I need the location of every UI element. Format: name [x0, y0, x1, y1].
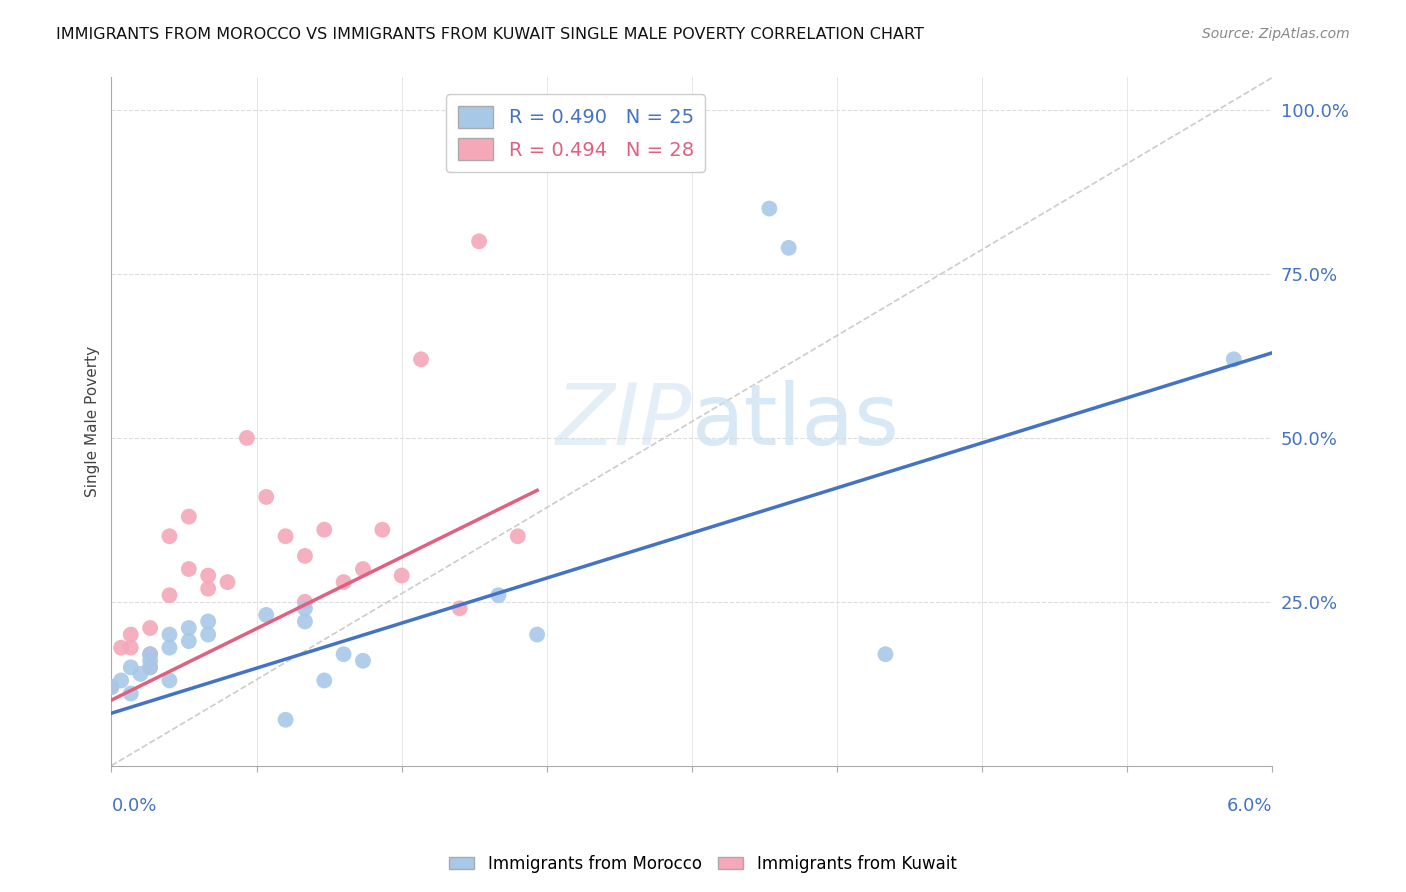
- Text: Source: ZipAtlas.com: Source: ZipAtlas.com: [1202, 27, 1350, 41]
- Text: 6.0%: 6.0%: [1227, 797, 1272, 814]
- Point: [506, 529, 529, 543]
- Point: [875, 647, 897, 661]
- Point: [177, 634, 200, 648]
- Point: [159, 640, 181, 655]
- Point: [159, 529, 181, 543]
- Point: [526, 627, 548, 641]
- Point: [120, 660, 142, 674]
- Point: [197, 627, 219, 641]
- Point: [110, 640, 132, 655]
- Legend: Immigrants from Morocco, Immigrants from Kuwait: Immigrants from Morocco, Immigrants from…: [443, 848, 963, 880]
- Point: [197, 568, 219, 582]
- Point: [409, 352, 432, 367]
- Point: [177, 509, 200, 524]
- Point: [139, 660, 162, 674]
- Point: [100, 680, 122, 694]
- Point: [120, 627, 142, 641]
- Point: [1223, 352, 1246, 367]
- Point: [294, 615, 316, 629]
- Point: [139, 647, 162, 661]
- Point: [139, 654, 162, 668]
- Point: [488, 588, 510, 602]
- Point: [314, 673, 336, 688]
- Point: [236, 431, 259, 445]
- Point: [197, 582, 219, 596]
- Point: [314, 523, 336, 537]
- Point: [294, 595, 316, 609]
- Point: [177, 562, 200, 576]
- Point: [352, 654, 374, 668]
- Point: [159, 588, 181, 602]
- Point: [197, 615, 219, 629]
- Point: [100, 680, 122, 694]
- Point: [352, 562, 374, 576]
- Point: [254, 490, 277, 504]
- Point: [110, 673, 132, 688]
- Point: [371, 523, 394, 537]
- Point: [332, 647, 354, 661]
- Text: IMMIGRANTS FROM MOROCCO VS IMMIGRANTS FROM KUWAIT SINGLE MALE POVERTY CORRELATIO: IMMIGRANTS FROM MOROCCO VS IMMIGRANTS FR…: [56, 27, 924, 42]
- Point: [332, 575, 354, 590]
- Point: [139, 621, 162, 635]
- Point: [120, 687, 142, 701]
- Point: [159, 627, 181, 641]
- Point: [274, 529, 297, 543]
- Legend: R = 0.490   N = 25, R = 0.494   N = 28: R = 0.490 N = 25, R = 0.494 N = 28: [446, 94, 706, 172]
- Point: [294, 601, 316, 615]
- Point: [120, 640, 142, 655]
- Y-axis label: Single Male Poverty: Single Male Poverty: [86, 346, 100, 497]
- Point: [217, 575, 239, 590]
- Point: [139, 660, 162, 674]
- Point: [139, 647, 162, 661]
- Text: atlas: atlas: [692, 380, 900, 463]
- Point: [129, 666, 152, 681]
- Point: [254, 607, 277, 622]
- Point: [468, 235, 491, 249]
- Text: 0.0%: 0.0%: [111, 797, 157, 814]
- Point: [391, 568, 413, 582]
- Point: [274, 713, 297, 727]
- Point: [758, 202, 780, 216]
- Point: [449, 601, 471, 615]
- Point: [778, 241, 800, 255]
- Point: [159, 673, 181, 688]
- Point: [294, 549, 316, 563]
- Text: ZIP: ZIP: [555, 380, 692, 463]
- Point: [177, 621, 200, 635]
